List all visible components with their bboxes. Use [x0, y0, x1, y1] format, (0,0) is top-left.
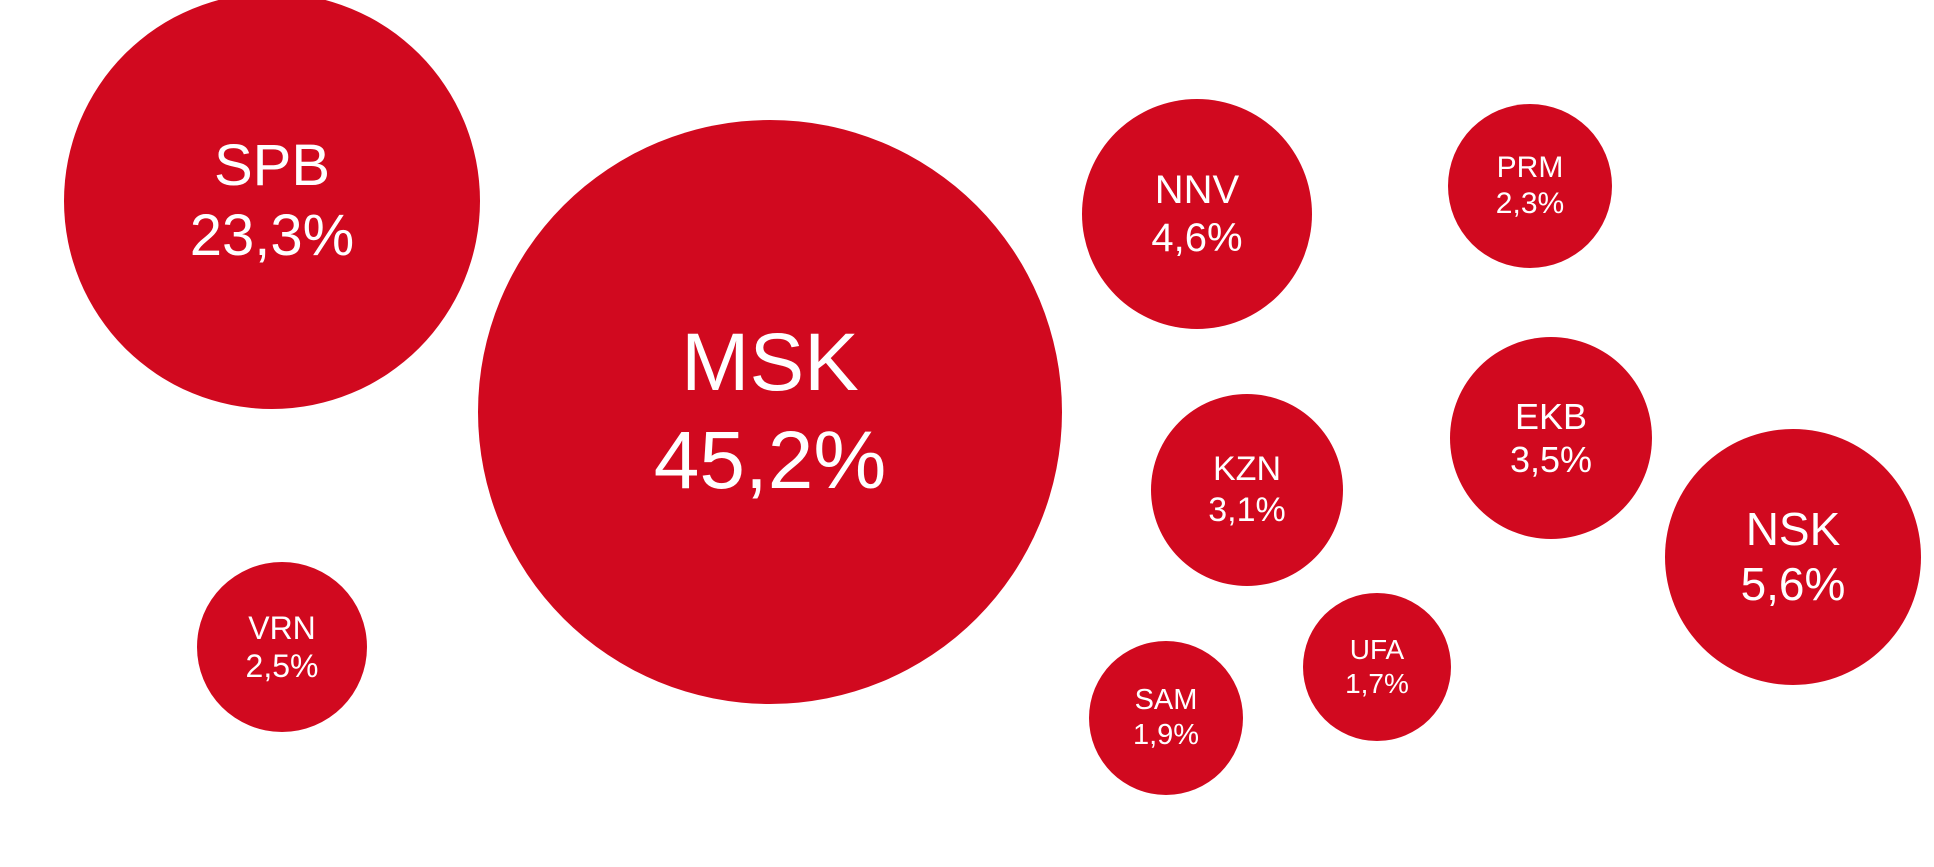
- bubble-value: 3,5%: [1510, 438, 1592, 481]
- bubble-value: 1,7%: [1345, 667, 1409, 701]
- bubble-sam: SAM 1,9%: [1089, 641, 1243, 795]
- bubble-label: PRM: [1497, 150, 1564, 186]
- bubble-label: MSK: [681, 314, 859, 412]
- bubble-label: VRN: [248, 609, 316, 647]
- bubble-value: 23,3%: [190, 201, 354, 271]
- bubble-nsk: NSK 5,6%: [1665, 429, 1921, 685]
- bubble-label: EKB: [1515, 395, 1587, 438]
- bubble-ekb: EKB 3,5%: [1450, 337, 1652, 539]
- bubble-msk: MSK 45,2%: [478, 120, 1062, 704]
- bubble-value: 2,5%: [246, 647, 319, 685]
- bubble-spb: SPB 23,3%: [64, 0, 480, 409]
- bubble-label: NSK: [1746, 502, 1841, 557]
- bubble-vrn: VRN 2,5%: [197, 562, 367, 732]
- bubble-label: UFA: [1350, 633, 1404, 667]
- bubble-prm: PRM 2,3%: [1448, 104, 1612, 268]
- bubble-value: 1,9%: [1133, 718, 1199, 753]
- bubble-value: 2,3%: [1496, 186, 1564, 222]
- bubble-label: SPB: [214, 131, 330, 201]
- bubble-label: KZN: [1213, 449, 1281, 490]
- bubble-nnv: NNV 4,6%: [1082, 99, 1312, 329]
- bubble-ufa: UFA 1,7%: [1303, 593, 1451, 741]
- bubble-value: 3,1%: [1208, 490, 1286, 531]
- bubble-value: 5,6%: [1741, 557, 1846, 612]
- bubble-label: SAM: [1135, 683, 1198, 718]
- bubble-label: NNV: [1155, 166, 1239, 214]
- bubble-value: 4,6%: [1151, 214, 1242, 262]
- bubble-value: 45,2%: [654, 412, 887, 510]
- bubble-kzn: KZN 3,1%: [1151, 394, 1343, 586]
